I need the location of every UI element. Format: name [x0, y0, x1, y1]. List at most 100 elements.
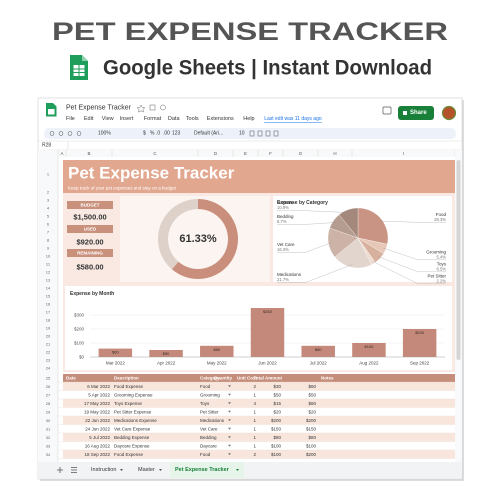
row-header[interactable]: 22 — [46, 350, 51, 355]
format-icon[interactable] — [265, 130, 271, 137]
row-header[interactable]: 15 — [46, 294, 51, 299]
tab-arrow[interactable] — [159, 469, 162, 471]
dropdown-arrow[interactable] — [228, 419, 231, 422]
share-label[interactable]: Share — [410, 110, 427, 116]
toolbar-item[interactable]: 123 — [172, 131, 181, 137]
menu-item[interactable]: View — [102, 116, 114, 122]
row-header[interactable]: 8 — [47, 238, 50, 243]
all-sheets-icon[interactable] — [71, 467, 77, 473]
row-header[interactable]: 11 — [46, 262, 51, 267]
row-header[interactable]: 29 — [46, 409, 51, 414]
menu-item[interactable]: Extensions — [207, 116, 234, 122]
row-header[interactable]: 26 — [46, 384, 51, 389]
print-icon[interactable] — [67, 131, 73, 136]
row-header[interactable]: 20 — [46, 334, 51, 339]
star-icon[interactable] — [136, 104, 146, 113]
row-header[interactable]: 24 — [46, 366, 51, 371]
menu-item[interactable]: Insert — [120, 116, 134, 122]
toolbar-item[interactable]: % — [150, 131, 155, 137]
tab-arrow[interactable] — [120, 469, 123, 471]
menu-item[interactable]: Help — [243, 116, 254, 122]
undo-icon[interactable] — [49, 131, 55, 136]
row-header[interactable]: 31 — [46, 426, 51, 431]
row-header[interactable]: 2 — [47, 190, 50, 195]
table-cell[interactable]: Daycare — [200, 443, 217, 448]
format-icon[interactable] — [273, 130, 279, 137]
cloud-icon[interactable] — [160, 104, 166, 111]
row-header[interactable]: 19 — [46, 326, 51, 331]
row-header[interactable]: 27 — [46, 392, 51, 397]
row-header[interactable]: 12 — [46, 270, 51, 275]
cell-reference[interactable]: R28 — [42, 143, 51, 149]
toolbar-item[interactable]: .00 — [163, 131, 170, 137]
row-header[interactable]: 21 — [46, 342, 51, 347]
dropdown-arrow[interactable] — [228, 402, 231, 405]
row-header[interactable]: 28 — [46, 401, 51, 406]
column-header[interactable]: B — [87, 151, 90, 156]
column-header[interactable]: C — [153, 151, 157, 156]
table-cell[interactable]: Vet Care — [200, 426, 218, 431]
row-header[interactable]: 23 — [46, 358, 51, 363]
dropdown-arrow[interactable] — [228, 393, 231, 396]
scrollbar-thumb[interactable] — [456, 160, 461, 360]
row-header[interactable]: 30 — [46, 418, 51, 423]
column-header[interactable]: A — [60, 151, 63, 156]
comment-icon[interactable] — [382, 106, 392, 115]
avatar[interactable] — [441, 105, 457, 121]
row-header[interactable]: 25 — [46, 376, 51, 381]
add-sheet-icon[interactable] — [57, 467, 63, 473]
table-cell[interactable]: Grooming — [200, 392, 220, 397]
row-header[interactable]: 17 — [46, 310, 51, 315]
row-header[interactable]: 6 — [47, 222, 50, 227]
column-header[interactable]: G — [299, 151, 303, 156]
row-header[interactable]: 4 — [47, 206, 50, 211]
format-icon[interactable] — [257, 130, 263, 137]
column-header[interactable]: F — [269, 151, 272, 156]
dropdown-arrow[interactable] — [228, 410, 231, 413]
table-cell[interactable]: Pet Sitter — [200, 409, 219, 414]
table-cell[interactable]: Medications — [200, 418, 225, 423]
column-header[interactable]: E — [244, 151, 247, 156]
sheet-tab[interactable]: Instruction — [91, 467, 116, 473]
toolbar-item[interactable]: $ — [143, 131, 146, 137]
table-cell[interactable]: Food — [200, 384, 211, 389]
row-header[interactable]: 10 — [46, 254, 51, 259]
table-cell[interactable]: Bedding — [200, 435, 217, 440]
row-header[interactable]: 3 — [47, 198, 50, 203]
row-header[interactable]: 14 — [46, 286, 51, 291]
toolbar-item[interactable]: 100% — [98, 131, 111, 137]
menu-item[interactable]: Format — [144, 116, 162, 122]
row-header[interactable]: 16 — [46, 302, 51, 307]
sheet-tab[interactable]: Master — [138, 467, 155, 473]
menu-item[interactable]: File — [66, 116, 75, 122]
dropdown-arrow[interactable] — [228, 385, 231, 388]
row-header[interactable]: 9 — [47, 246, 50, 251]
column-header[interactable]: I — [403, 151, 404, 156]
sheet-tab[interactable]: Pet Expense Tracker — [175, 467, 230, 473]
dropdown-arrow[interactable] — [228, 427, 231, 430]
tab-arrow[interactable] — [236, 469, 239, 471]
move-icon[interactable] — [149, 104, 156, 111]
paint-icon[interactable] — [76, 131, 82, 136]
redo-icon[interactable] — [58, 131, 64, 136]
column-header[interactable]: D — [214, 151, 218, 156]
row-header[interactable]: 34 — [46, 452, 51, 457]
menu-item[interactable]: Tools — [186, 116, 199, 122]
dropdown-arrow[interactable] — [228, 444, 231, 447]
toolbar-item[interactable]: Default (Ari... — [194, 131, 223, 137]
menu-item[interactable]: Edit — [84, 116, 94, 122]
menu-item[interactable]: Data — [168, 116, 181, 122]
format-icon[interactable] — [249, 130, 255, 137]
row-header[interactable]: 18 — [46, 318, 51, 323]
active-tab[interactable] — [170, 462, 244, 478]
column-header[interactable]: H — [333, 151, 336, 156]
row-header[interactable]: 5 — [47, 214, 50, 219]
last-edit[interactable]: Last edit was 11 days ago — [264, 116, 322, 122]
table-cell[interactable]: Toys — [200, 401, 210, 406]
row-header[interactable]: 7 — [47, 230, 50, 235]
toolbar-item[interactable]: 10 — [239, 131, 245, 137]
row-header[interactable]: 33 — [46, 443, 51, 448]
row-header[interactable]: 1 — [47, 172, 50, 177]
row-header[interactable]: 13 — [46, 278, 51, 283]
row-header[interactable]: 32 — [46, 435, 51, 440]
